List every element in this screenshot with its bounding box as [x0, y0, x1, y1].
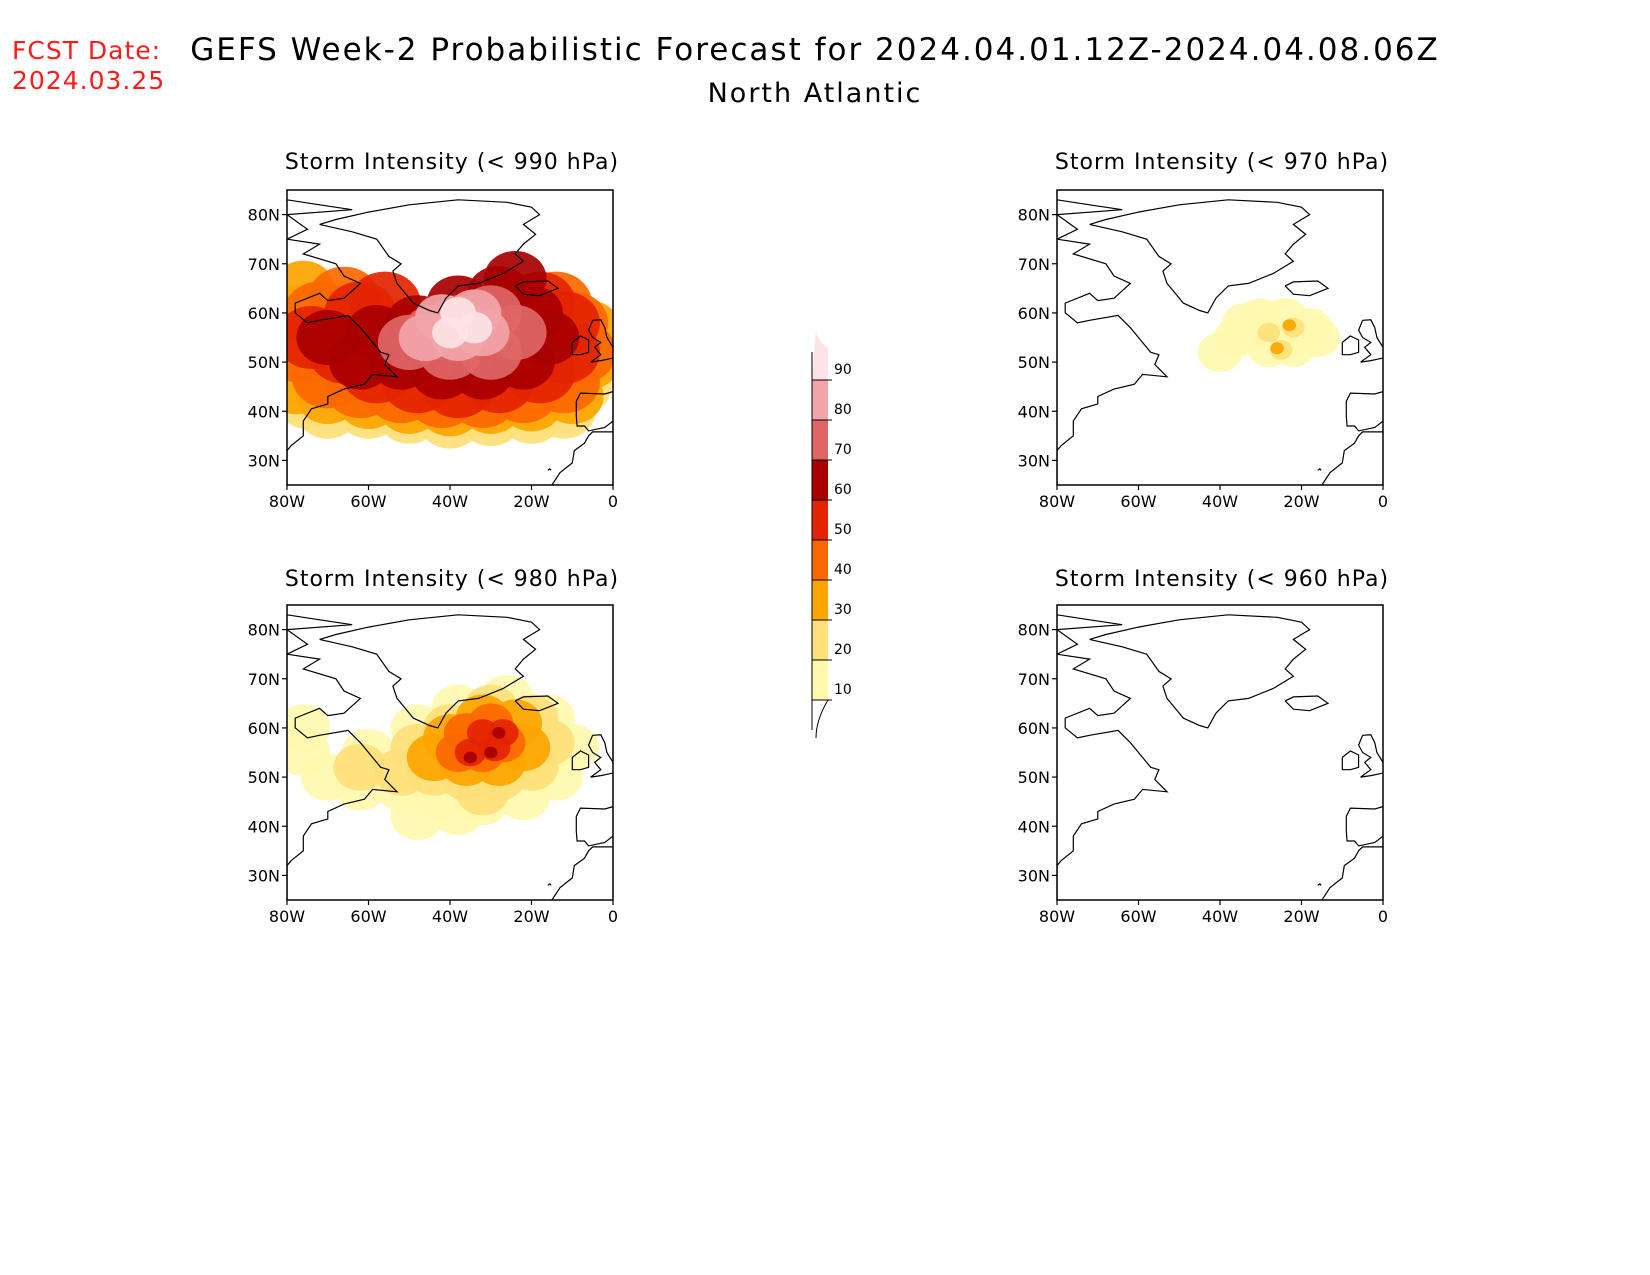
- lon-tick-label: 80W: [269, 907, 305, 926]
- lat-tick-label: 70N: [248, 670, 280, 689]
- lon-tick-label: 80W: [269, 492, 305, 511]
- map-panel-960: 80N 70N 60N 50N 40N 30N 80W 60W 40W 20W 0: [1018, 604, 1388, 926]
- fcst-date-label: FCST Date:: [12, 36, 162, 65]
- colorbar-label: 20: [834, 642, 852, 658]
- colorbar-swatch: [812, 460, 828, 500]
- lon-tick-label: 20W: [513, 492, 549, 511]
- lon-tick-label: 20W: [513, 907, 549, 926]
- lat-tick-label: 50N: [248, 353, 280, 372]
- lat-tick-label: 80N: [1018, 206, 1050, 225]
- colorbar-swatch: [812, 330, 828, 380]
- probability-field: [1197, 298, 1341, 372]
- lon-tick-label: 60W: [1120, 492, 1156, 511]
- lon-tick-label: 40W: [1202, 907, 1238, 926]
- lon-tick-label: 80W: [1039, 492, 1075, 511]
- colorbar-label: 10: [834, 682, 852, 698]
- fcst-date-value: 2024.03.25: [12, 66, 166, 95]
- lat-tick-label: 70N: [1018, 255, 1050, 274]
- colorbar-swatch: [812, 380, 828, 420]
- lat-tick-label: 30N: [248, 451, 280, 470]
- lat-tick-label: 40N: [1018, 817, 1050, 836]
- colorbar-swatch: [812, 420, 828, 460]
- lat-tick-label: 70N: [248, 255, 280, 274]
- lat-tick-label: 60N: [1018, 304, 1050, 323]
- lon-tick-label: 80W: [1039, 907, 1075, 926]
- lat-tick-label: 80N: [1018, 621, 1050, 640]
- colorbar-label: 80: [834, 402, 852, 418]
- lon-tick-label: 0: [1378, 492, 1388, 511]
- coastlines: [287, 199, 613, 485]
- lat-tick-label: 80N: [248, 206, 280, 225]
- probability-field: [287, 674, 600, 841]
- panel-title-990: Storm Intensity (< 990 hPa): [284, 150, 620, 175]
- colorbar-swatch: [812, 620, 828, 660]
- panel-title-970: Storm Intensity (< 970 hPa): [1054, 150, 1390, 175]
- colorbar-swatch: [812, 540, 828, 580]
- lat-tick-label: 80N: [248, 621, 280, 640]
- coastlines: [287, 614, 613, 900]
- lat-tick-label: 60N: [248, 304, 280, 323]
- colorbar: 10 20 30 40 50 60 70 80 90: [811, 330, 852, 739]
- lon-tick-label: 0: [608, 907, 618, 926]
- colorbar-swatch: [812, 500, 828, 540]
- lat-tick-label: 30N: [248, 866, 280, 885]
- colorbar-label: 50: [834, 522, 852, 538]
- lat-tick-label: 70N: [1018, 670, 1050, 689]
- lat-tick-label: 40N: [248, 402, 280, 421]
- lon-tick-label: 40W: [1202, 492, 1238, 511]
- lat-tick-label: 40N: [248, 817, 280, 836]
- colorbar-label: 60: [834, 482, 852, 498]
- lon-tick-label: 20W: [1283, 492, 1319, 511]
- colorbar-label: 30: [834, 602, 852, 618]
- lon-tick-label: 60W: [350, 492, 386, 511]
- map-panel-970: 80N 70N 60N 50N 40N 30N 80W 60W 40W 20W 0: [1018, 189, 1388, 511]
- lon-tick-label: 60W: [1120, 907, 1156, 926]
- lat-tick-label: 30N: [1018, 866, 1050, 885]
- lon-tick-label: 0: [608, 492, 618, 511]
- colorbar-label: 70: [834, 442, 852, 458]
- lat-tick-label: 50N: [1018, 353, 1050, 372]
- map-panel-980: 80N 70N 60N 50N 40N 30N 80W 60W 40W 20W 0: [248, 604, 618, 926]
- lat-tick-label: 60N: [248, 719, 280, 738]
- lat-tick-label: 60N: [1018, 719, 1050, 738]
- map-frame: [1056, 604, 1384, 901]
- lon-tick-label: 60W: [350, 907, 386, 926]
- lon-tick-label: 40W: [432, 492, 468, 511]
- colorbar-label: 40: [834, 562, 852, 578]
- coastlines: [1057, 199, 1383, 485]
- lon-tick-label: 20W: [1283, 907, 1319, 926]
- coastlines: [1057, 614, 1383, 900]
- panel-title-980: Storm Intensity (< 980 hPa): [284, 567, 620, 592]
- colorbar-swatch: [812, 580, 828, 620]
- probability-field: [287, 250, 613, 449]
- colorbar-swatch: [812, 660, 828, 700]
- page-title: GEFS Week-2 Probabilistic Forecast for 2…: [190, 32, 1440, 68]
- page-subtitle: North Atlantic: [707, 78, 923, 109]
- panel-title-960: Storm Intensity (< 960 hPa): [1054, 567, 1390, 592]
- lon-tick-label: 40W: [432, 907, 468, 926]
- colorbar-label: 90: [834, 362, 852, 378]
- lon-tick-label: 0: [1378, 907, 1388, 926]
- lat-tick-label: 40N: [1018, 402, 1050, 421]
- lat-tick-label: 50N: [1018, 768, 1050, 787]
- lat-tick-label: 30N: [1018, 451, 1050, 470]
- lat-tick-label: 50N: [248, 768, 280, 787]
- map-panel-990: 80N 70N 60N 50N 40N 30N 80W 60W 40W 20W 0: [248, 189, 618, 511]
